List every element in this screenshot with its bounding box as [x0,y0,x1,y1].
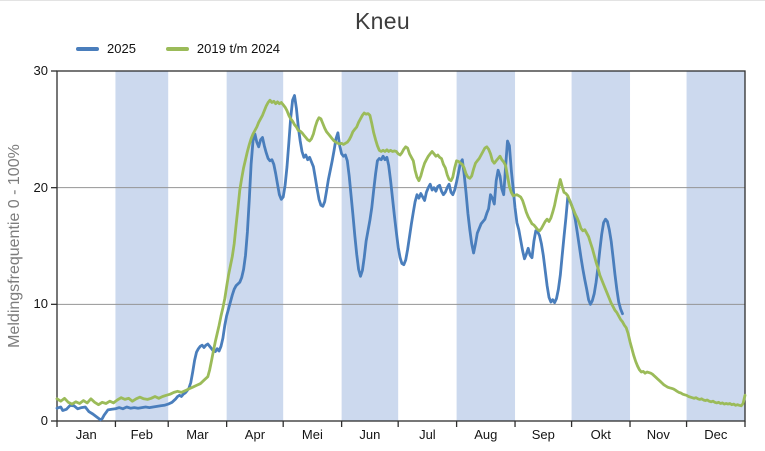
legend-swatch-2019-2024-icon [165,46,189,51]
y-tick-label: 30 [33,63,48,78]
month-label-apr: Apr [244,427,266,442]
month-label-sep: Sep [531,427,555,442]
legend-swatch-2025-icon [76,46,99,51]
legend-label: 2019 t/m 2024 [196,41,281,56]
month-label-jun: Jun [359,427,381,442]
legend-item-2025[interactable]: 2025 [76,41,136,56]
y-tick-label: 10 [33,296,48,312]
month-label-aug: Aug [474,427,498,442]
month-label-jul: Jul [419,427,436,442]
y-tick-label: 0 [40,413,48,428]
y-tick-label: 20 [33,179,48,195]
month-label-dec: Dec [704,427,728,442]
month-label-mei: Mei [301,427,323,442]
legend-label: 2025 [107,41,136,56]
month-label-feb: Feb [130,427,154,442]
month-label-okt: Okt [590,427,611,442]
chart-legend: 2025 2019 t/m 2024 [76,41,280,56]
chart-title: Kneu [355,8,410,34]
legend-item-2019-2024[interactable]: 2019 t/m 2024 [165,41,281,56]
month-label-mar: Mar [186,427,209,442]
month-label-nov: Nov [646,427,670,442]
month-label-jan: Jan [75,427,97,442]
